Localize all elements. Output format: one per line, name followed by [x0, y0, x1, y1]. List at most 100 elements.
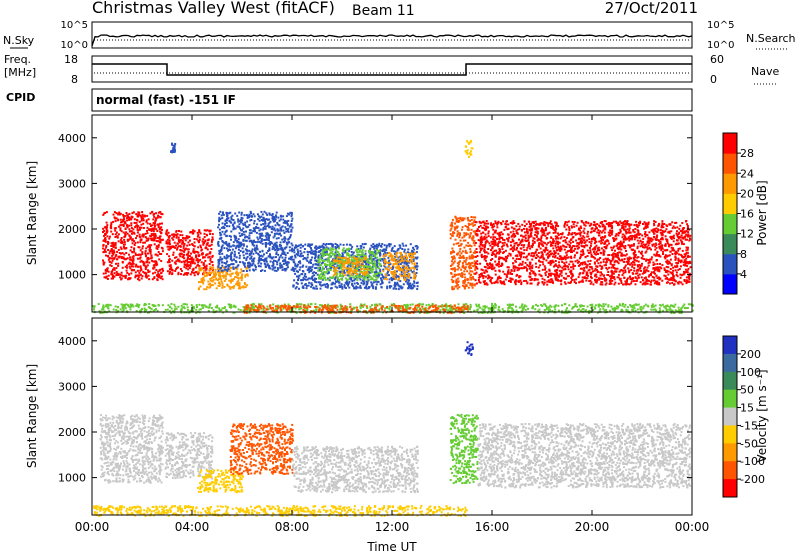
power-x-ticks: [91, 115, 693, 312]
colorbar-segment: [723, 153, 737, 174]
colorbar-tick-label: -50: [740, 437, 758, 450]
date-label: 27/Oct/2011: [605, 0, 698, 17]
colorbar-tick-label: 16: [740, 208, 754, 221]
colorbar-segment: [723, 479, 737, 498]
power-region-1: [165, 229, 214, 277]
nsearch-tick-top: 10^5: [707, 20, 734, 31]
power-region-6: [332, 256, 369, 277]
power-region-7: [382, 251, 417, 281]
cpid-panel: CPID normal (fast) -151 IF: [6, 88, 693, 112]
colorbar-tick-label: -200: [740, 473, 765, 486]
power-colorbar: 4 8 12 16 20 24 28: [722, 132, 754, 295]
nsky-panel: N.Sky 10^5 10^0 10^5 10^0 N.Search: [3, 20, 796, 51]
colorbar-tick-label: 15: [740, 402, 754, 415]
power-y-ticks: 1000 2000 3000 4000: [58, 132, 692, 282]
colorbar-segment: [723, 353, 737, 373]
cpid-value: normal (fast) -151 IF: [96, 93, 236, 107]
colorbar-segment: [723, 443, 737, 462]
power-y-axis-label: Slant Range [km]: [25, 161, 39, 265]
nsearch-tick-bottom: 10^0: [707, 40, 734, 51]
freq-label-line1: Freq.: [4, 53, 31, 66]
y-tick-label: 2000: [58, 426, 86, 439]
freq-tick-top: 18: [64, 53, 78, 66]
velocity-region-4: [292, 445, 419, 494]
nsky-label: N.Sky: [3, 34, 35, 47]
colorbar-segment: [723, 173, 737, 194]
y-tick-label: 3000: [58, 380, 86, 393]
velocity-region-6: [449, 413, 479, 485]
colorbar-segment: [723, 133, 737, 154]
velocity-region-7: [477, 422, 692, 489]
colorbar-tick-label: -100: [740, 455, 765, 468]
nave-tick-top: 60: [710, 53, 724, 66]
velocity-panel: 1000 2000 3000 4000 00:00 04:00 08:00 12:00 16:…: [25, 317, 769, 534]
beam-label: Beam 11: [352, 3, 415, 19]
y-tick-label: 1000: [58, 472, 86, 485]
colorbar-segment: [723, 425, 737, 444]
cpid-label: CPID: [6, 91, 35, 104]
power-heatmap: [92, 139, 694, 314]
y-tick-label: 4000: [58, 335, 86, 348]
power-region-8: [449, 215, 477, 291]
colorbar-segment: [723, 233, 737, 255]
colorbar-tick-label: 8: [740, 248, 747, 261]
velocity-region-3: [229, 423, 294, 475]
colorbar-tick-label: 4: [740, 268, 747, 281]
x-tick-label: 00:00: [75, 520, 110, 534]
x-tick-label: 08:00: [275, 520, 310, 534]
freq-trace: [92, 63, 692, 76]
nave-label: Nave: [751, 65, 779, 78]
nsky-tick-bottom: 10^0: [61, 40, 88, 51]
colorbar-frame: [722, 335, 738, 498]
velocity-region-1: [164, 432, 214, 480]
velocity-y-ticks: 1000 2000 3000 4000: [58, 335, 692, 485]
velocity-y-axis-label: Slant Range [km]: [25, 364, 39, 468]
colorbar-segment: [723, 407, 737, 426]
power-region-13: [170, 142, 177, 154]
nsky-frame: [91, 21, 693, 49]
colorbar-tick-label: 200: [740, 348, 761, 361]
colorbar-tick-label: 50: [740, 384, 754, 397]
nsearch-label: N.Search: [746, 32, 796, 45]
power-region-3: [217, 210, 294, 272]
nsky-tick-top: 10^5: [61, 20, 88, 31]
colorbar-segment: [723, 336, 737, 355]
colorbar-segment: [723, 193, 737, 215]
colorbar-tick-label: -15: [740, 419, 758, 432]
nave-tick-bottom: 0: [710, 73, 717, 86]
colorbar-segment: [723, 253, 737, 275]
y-tick-label: 4000: [58, 132, 86, 145]
x-tick-label: 00:00: [675, 520, 710, 534]
velocity-background: [92, 318, 692, 515]
velocity-colorbar: 200 100 50 15 -15 -50 -100 -200: [722, 335, 765, 498]
colorbar-segment: [723, 273, 737, 295]
x-tick-label: 20:00: [575, 520, 610, 534]
velocity-x-ticks: 00:00 04:00 08:00 12:00 16:00 20:00 00:00: [75, 318, 710, 534]
cpid-frame: [91, 88, 693, 112]
nsky-trace: [91, 34, 693, 47]
y-tick-label: 2000: [58, 223, 86, 236]
freq-frame: [91, 55, 693, 83]
colorbar-segment: [723, 371, 737, 391]
plot-title: Christmas Valley West (fitACF): [92, 0, 335, 17]
x-tick-label: 12:00: [375, 520, 410, 534]
power-region-9: [474, 220, 692, 286]
x-tick-label: 04:00: [175, 520, 210, 534]
velocity-colorbar-label: Velocity [m s⁻¹]: [755, 369, 769, 462]
power-region-12: [464, 139, 474, 158]
velocity-region-8: [464, 341, 474, 356]
freq-panel: Freq. [MHz] 18 8 60 0 Nave: [4, 53, 779, 86]
power-region-0: [102, 210, 164, 282]
colorbar-tick-label: 20: [740, 187, 754, 200]
y-tick-label: 1000: [58, 269, 86, 282]
colorbar-segment: [723, 389, 737, 409]
y-tick-label: 3000: [58, 177, 86, 190]
power-panel: 1000 2000 3000 4000 Slant Range [km] 4 8 12 16…: [25, 114, 769, 314]
colorbar-tick-label: 24: [740, 167, 754, 180]
colorbar-segment: [723, 461, 737, 480]
x-axis-label: Time UT: [366, 540, 417, 554]
colorbar-segment: [723, 213, 737, 235]
freq-tick-bottom: 8: [71, 73, 78, 86]
freq-label-line2: [MHz]: [4, 66, 36, 79]
